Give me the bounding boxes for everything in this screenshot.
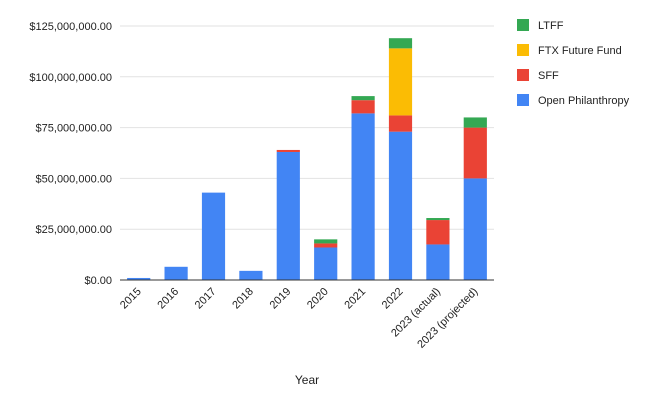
- y-tick-label: $50,000,000.00: [36, 173, 112, 185]
- legend-swatch: [517, 19, 529, 31]
- y-tick-label: $100,000,000.00: [29, 72, 112, 84]
- legend-label: FTX Future Fund: [538, 45, 622, 57]
- bar-segment-sff: [463, 127, 487, 179]
- legend-label: SFF: [538, 70, 559, 82]
- bar-segment-open-philanthropy: [276, 151, 300, 280]
- legend-label: LTFF: [538, 20, 564, 32]
- y-axis-ticks: $0.00 $25,000,000.00 $50,000,000.00 $75,000…: [29, 21, 112, 287]
- bar-segment-ltff: [463, 117, 487, 128]
- x-tick-label: 2020: [305, 286, 331, 312]
- bar-segment-open-philanthropy: [239, 270, 263, 280]
- y-tick-label: $75,000,000.00: [36, 123, 112, 135]
- bar-segment-sff: [276, 149, 300, 152]
- bar-segment-open-philanthropy: [164, 266, 188, 280]
- bar-segment-open-philanthropy: [388, 131, 413, 280]
- bar-segment-ltff: [351, 96, 375, 101]
- x-tick-label: 2019: [268, 286, 294, 312]
- y-tick-label: $0.00: [84, 275, 112, 287]
- x-tick-label: 2022: [380, 286, 406, 312]
- legend-swatch: [517, 44, 529, 56]
- legend-swatch: [517, 69, 529, 81]
- bar-segment-ltff: [314, 239, 338, 244]
- bar-segment-open-philanthropy: [351, 113, 375, 280]
- bar-stacks: [127, 38, 487, 280]
- legend-swatch: [517, 94, 529, 106]
- bar-segment-sff: [314, 243, 338, 248]
- legend-label: Open Philanthropy: [538, 95, 630, 107]
- bar-segment-sff: [351, 100, 375, 114]
- bar-segment-open-philanthropy: [426, 244, 450, 280]
- bar-segment-open-philanthropy: [314, 247, 338, 280]
- bar-segment-open-philanthropy: [127, 277, 151, 280]
- bar-segment-ftx-future-fund: [388, 48, 413, 116]
- legend: LTFF FTX Future Fund SFF Open Philanthropy: [517, 19, 630, 107]
- x-tick-label: 2021: [342, 286, 368, 312]
- x-tick-label: 2018: [230, 286, 256, 312]
- x-axis-title: Year: [295, 373, 319, 387]
- x-tick-label: 2017: [193, 286, 219, 312]
- gridlines: [120, 25, 494, 230]
- bar-segment-sff: [426, 220, 450, 245]
- x-tick-label: 2016: [155, 286, 181, 312]
- bar-segment-sff: [388, 115, 413, 132]
- y-tick-label: $125,000,000.00: [29, 21, 112, 33]
- x-tick-label: 2015: [118, 286, 144, 312]
- y-tick-label: $25,000,000.00: [36, 224, 112, 236]
- bar-segment-open-philanthropy: [201, 192, 226, 280]
- bar-segment-open-philanthropy: [463, 178, 487, 280]
- bar-segment-ltff: [426, 218, 450, 221]
- bar-segment-ltff: [388, 38, 413, 49]
